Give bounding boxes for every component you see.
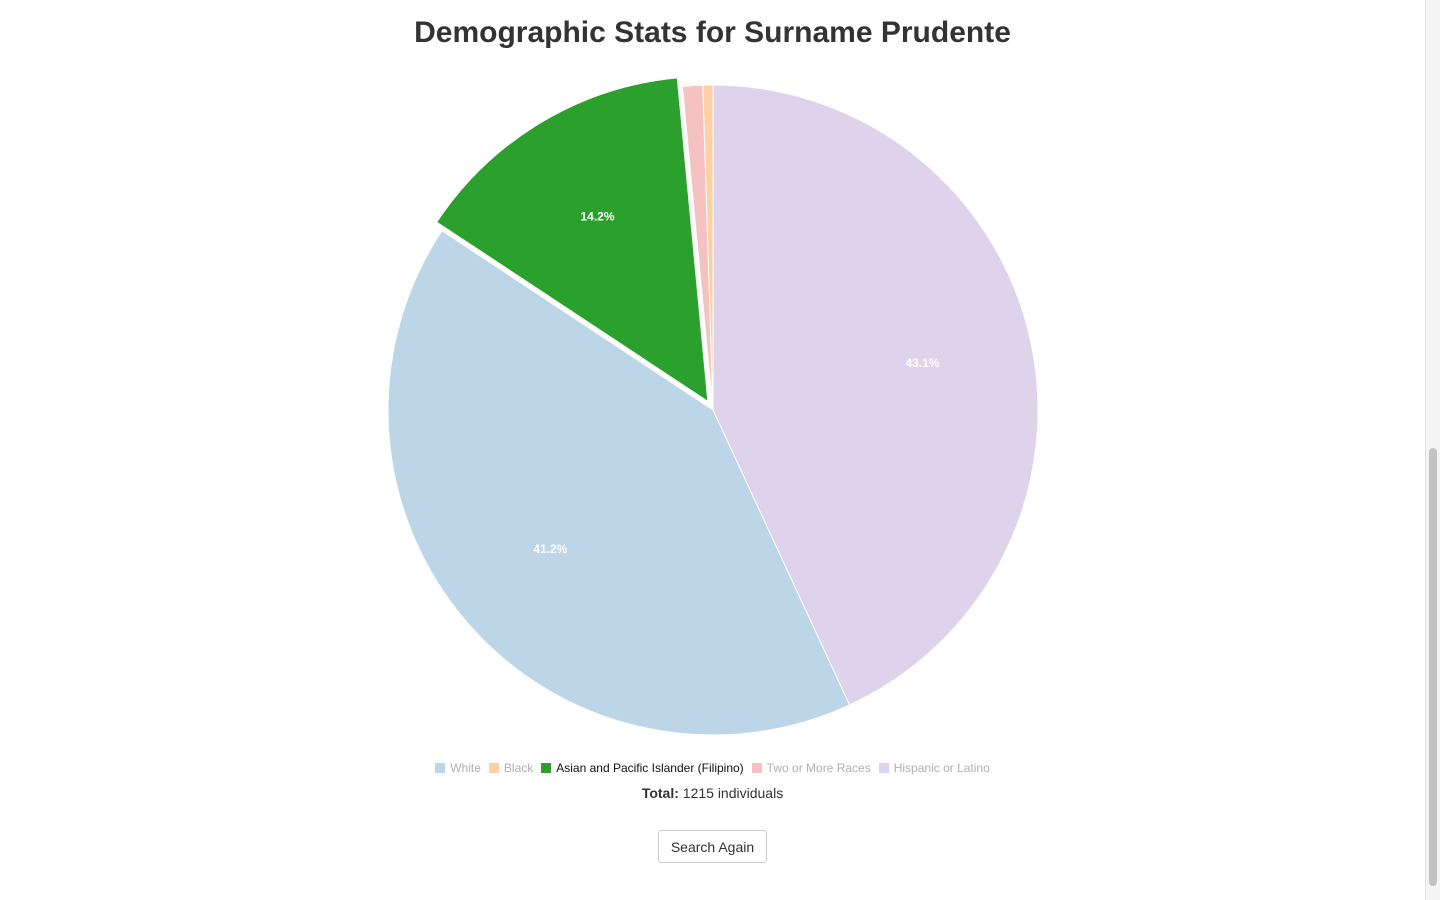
- legend-item-two-or-more-races[interactable]: Two or More Races: [751, 760, 871, 775]
- pie-slice-label: 43.1%: [905, 356, 939, 370]
- legend-swatch: [541, 762, 552, 773]
- legend-item-white[interactable]: White: [435, 761, 481, 775]
- legend-label: White: [450, 760, 481, 775]
- legend-label: Black: [503, 760, 534, 775]
- legend-item-hispanic-or-latino[interactable]: Hispanic or Latino: [878, 760, 990, 775]
- legend-swatch: [878, 762, 889, 773]
- total-summary: Total: 1215 individuals: [0, 785, 1425, 801]
- legend-label: Two or More Races: [766, 760, 871, 775]
- legend-swatch: [435, 762, 446, 773]
- pie-slice-hispanic-or-latino[interactable]: [712, 84, 1039, 706]
- pie-slice-label: 14.2%: [580, 210, 614, 224]
- pie-slice-label: 41.2%: [533, 542, 567, 556]
- legend-swatch: [488, 762, 499, 773]
- scrollbar-thumb[interactable]: [1429, 448, 1437, 886]
- chart-title: Demographic Stats for Surname Prudente: [414, 16, 1011, 49]
- total-value: 1215 individuals: [682, 785, 784, 801]
- pie-slices: [387, 77, 1039, 736]
- page-scrollbar[interactable]: [1425, 0, 1440, 900]
- pie-labels: 43.1% 41.2% 14.2%: [533, 210, 940, 556]
- legend-label: Asian and Pacific Islander (Filipino): [556, 760, 744, 775]
- pie-chart: 43.1% 41.2% 14.2%: [387, 77, 1039, 736]
- chart-legend: White Black Asian and Pacific Islander (Fi…: [0, 760, 1425, 775]
- legend-item-asian-and-pacific-islander-filipino[interactable]: Asian and Pacific Islander (Filipino): [541, 760, 744, 775]
- search-again-button[interactable]: Search Again: [658, 830, 767, 863]
- pie-slice-black[interactable]: [702, 84, 714, 411]
- pie-slice-asian-and-pacific-islander-filipino[interactable]: [436, 77, 709, 403]
- legend-swatch: [751, 762, 762, 773]
- total-label: Total:: [641, 785, 679, 801]
- legend-item-black[interactable]: Black: [488, 760, 534, 775]
- legend-label: Hispanic or Latino: [893, 760, 990, 775]
- pie-slice-white[interactable]: [387, 230, 851, 736]
